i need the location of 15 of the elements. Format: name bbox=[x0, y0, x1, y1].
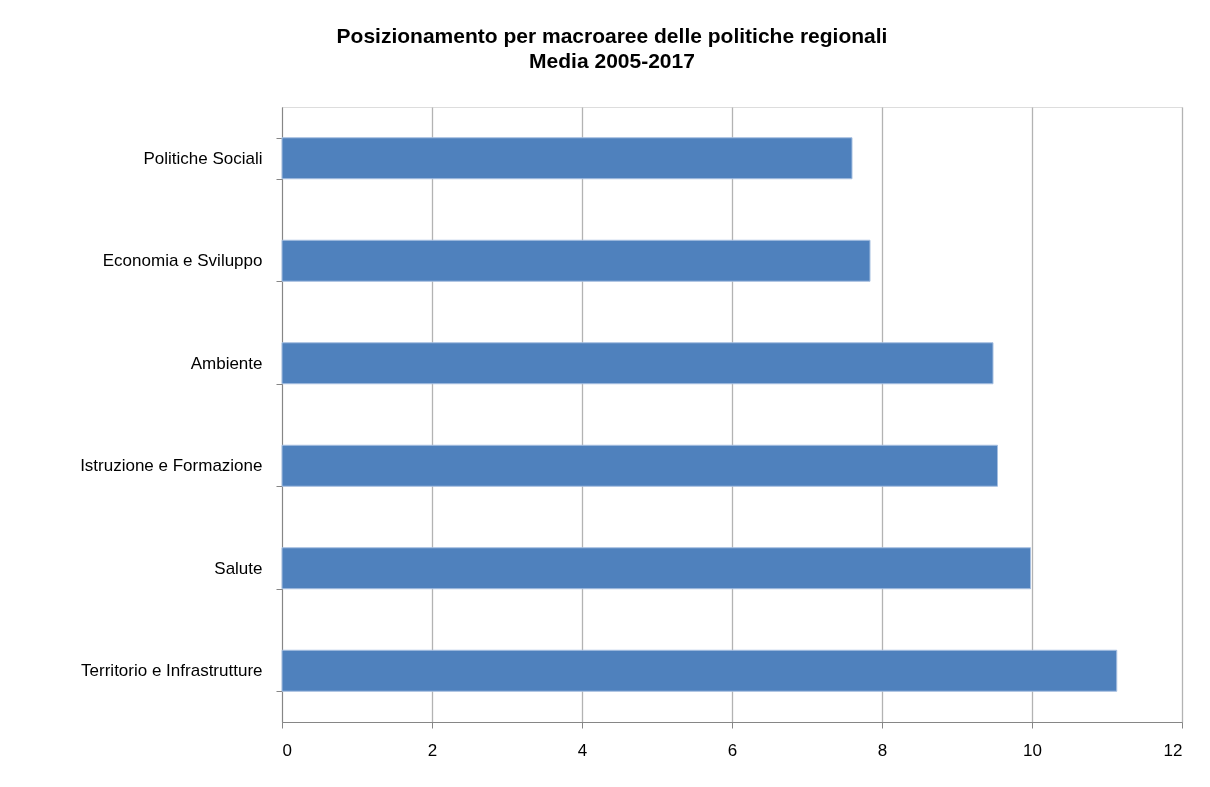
x-tick-label: 10 bbox=[1023, 740, 1042, 760]
y-tick-label: Ambiente bbox=[190, 353, 263, 373]
x-tick-label: 12 bbox=[1163, 740, 1183, 760]
y-tick-label: Salute bbox=[214, 558, 263, 578]
x-tick-label: 2 bbox=[427, 740, 438, 760]
y-tick-label: Istruzione e Formazione bbox=[80, 456, 263, 476]
chart-subtitle: Media 2005-2017 bbox=[529, 49, 695, 72]
chart-title: Posizionamento per macroaree delle politiche regionali bbox=[336, 24, 888, 47]
x-tick-label: 0 bbox=[282, 740, 292, 760]
x-tick-label: 6 bbox=[727, 740, 738, 760]
y-tick-label: Economia e Sviluppo bbox=[102, 251, 263, 271]
y-tick-label: Politiche Sociali bbox=[143, 148, 263, 168]
x-tick-label: 8 bbox=[877, 740, 888, 760]
x-tick-label: 4 bbox=[577, 740, 588, 760]
y-tick-label: Territorio e Infrastrutture bbox=[81, 661, 263, 681]
